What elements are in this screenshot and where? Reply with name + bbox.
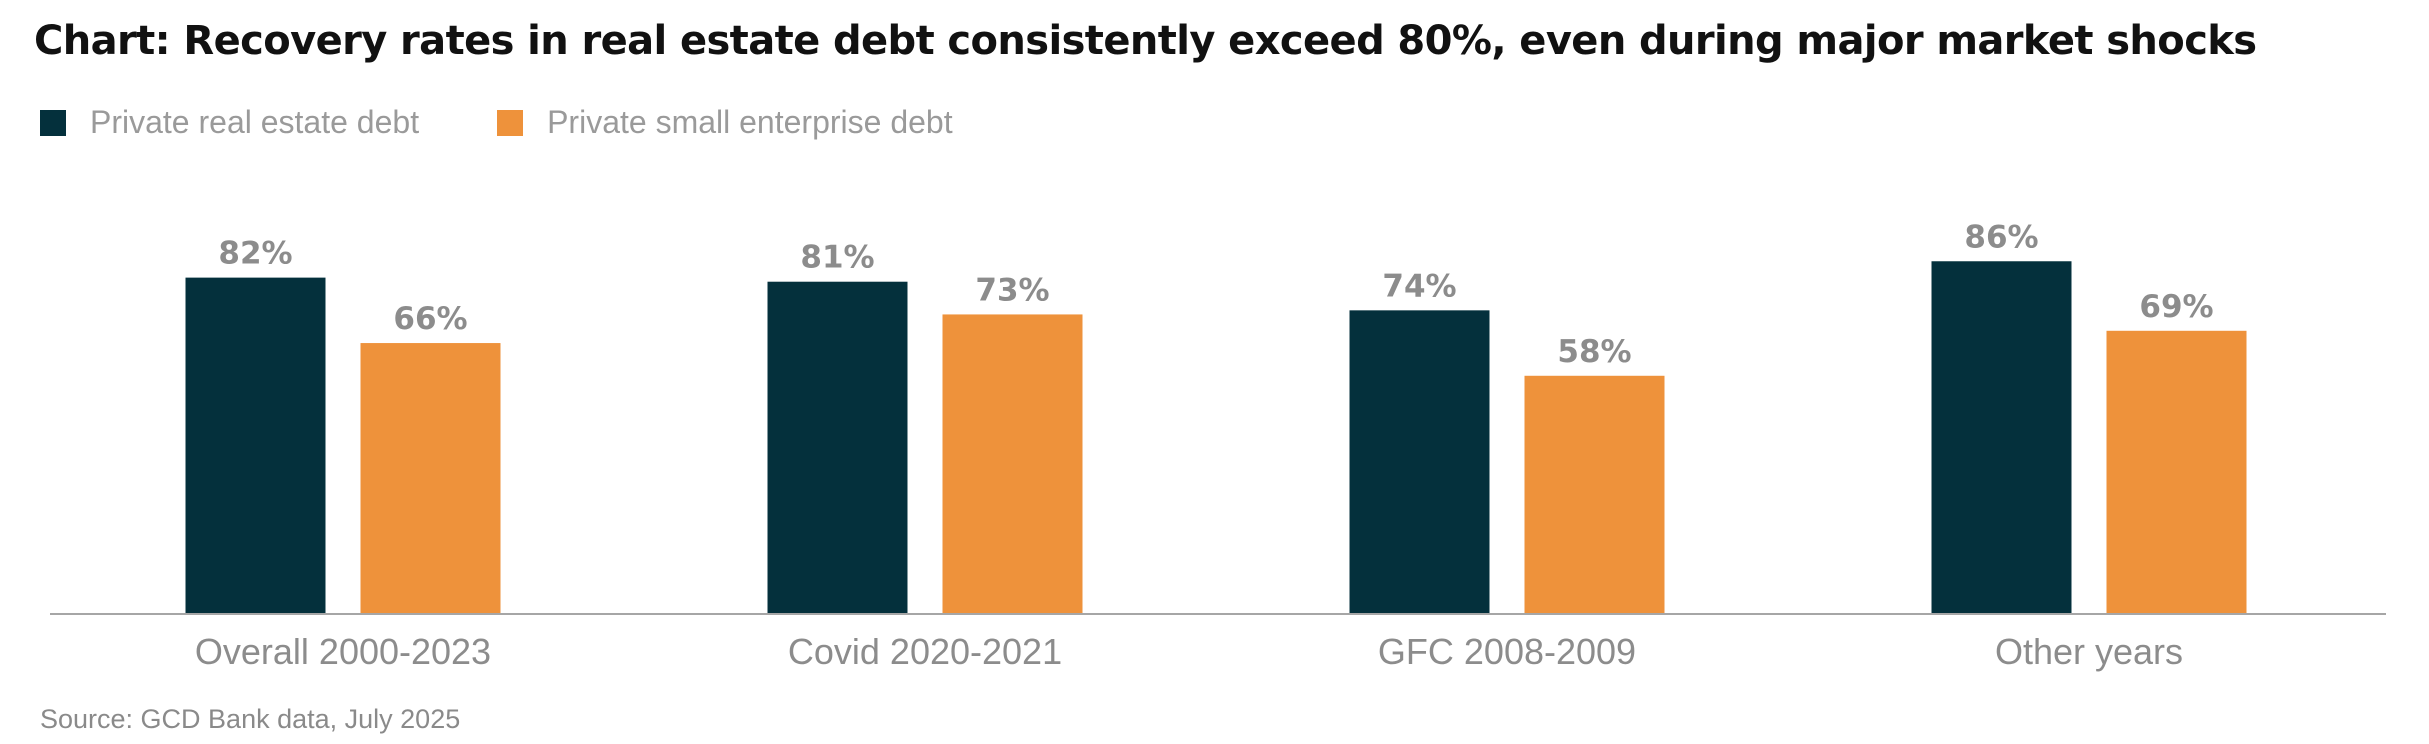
legend-swatch-real-estate: [40, 109, 66, 136]
bar-small-enterprise-1: [942, 314, 1083, 613]
bar-real-estate-2: [1349, 310, 1490, 613]
bar-value-label-real-estate-0: 82%: [218, 236, 292, 272]
bar-value-label-real-estate-3: 86%: [1964, 219, 2038, 255]
bar-value-label-real-estate-1: 81%: [800, 240, 874, 276]
bar-small-enterprise-0: [360, 343, 501, 613]
chart-title: Chart: Recovery rates in real estate deb…: [34, 18, 2257, 64]
bar-value-label-small-enterprise-3: 69%: [2139, 289, 2213, 325]
legend-label-real-estate: Private real estate debt: [90, 104, 420, 140]
category-label-2: GFC 2008-2009: [1378, 631, 1636, 672]
category-label-0: Overall 2000-2023: [195, 631, 491, 672]
legend-item-real-estate: Private real estate debt: [40, 104, 419, 141]
bar-real-estate-0: [185, 277, 326, 613]
bar-value-label-small-enterprise-2: 58%: [1557, 334, 1631, 370]
bar-small-enterprise-2: [1524, 375, 1665, 613]
bar-value-label-small-enterprise-0: 66%: [393, 301, 467, 337]
source-note: Source: GCD Bank data, July 2025: [40, 704, 461, 734]
legend-item-small-enterprise: Private small enterprise debt: [497, 104, 953, 141]
bar-value-label-small-enterprise-1: 73%: [975, 272, 1049, 308]
category-label-1: Covid 2020-2021: [788, 631, 1062, 672]
bar-small-enterprise-3: [2106, 330, 2247, 613]
chart-legend: Private real estate debt Private small e…: [40, 104, 1031, 141]
legend-swatch-small-enterprise: [497, 109, 524, 136]
category-label-3: Other years: [1995, 631, 2183, 672]
bar-real-estate-3: [1931, 261, 2072, 613]
bar-value-label-real-estate-2: 74%: [1382, 268, 1456, 304]
legend-label-small-enterprise: Private small enterprise debt: [547, 104, 953, 140]
bar-real-estate-1: [767, 281, 908, 613]
